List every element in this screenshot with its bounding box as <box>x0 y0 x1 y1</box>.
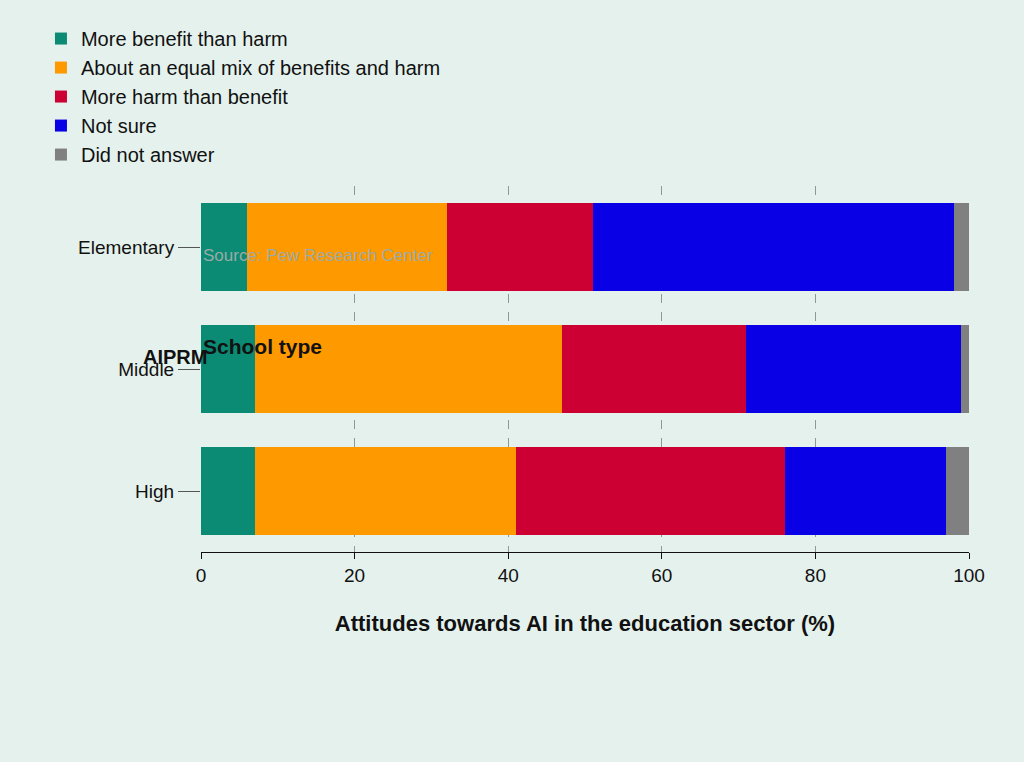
svg-text:Attitudes towards AI in the ed: Attitudes towards AI in the education se… <box>335 611 835 636</box>
svg-text:60: 60 <box>651 565 672 586</box>
svg-text:High: High <box>135 481 174 502</box>
svg-text:Not sure: Not sure <box>81 115 157 137</box>
svg-text:0: 0 <box>196 565 207 586</box>
svg-text:School type: School type <box>203 335 322 358</box>
svg-text:More harm than benefit: More harm than benefit <box>81 86 288 108</box>
svg-text:80: 80 <box>805 565 826 586</box>
svg-text:AIPRM: AIPRM <box>143 346 207 368</box>
svg-text:100: 100 <box>953 565 985 586</box>
svg-text:40: 40 <box>498 565 519 586</box>
svg-text:Source: Pew Research Center: Source: Pew Research Center <box>203 246 433 265</box>
svg-text:About an equal mix of benefits: About an equal mix of benefits and harm <box>81 57 440 79</box>
svg-text:20: 20 <box>344 565 365 586</box>
svg-text:More benefit than harm: More benefit than harm <box>81 28 288 50</box>
svg-text:Middle: Middle <box>118 359 174 380</box>
svg-text:Did not answer: Did not answer <box>81 144 215 166</box>
svg-text:Elementary: Elementary <box>78 237 175 258</box>
